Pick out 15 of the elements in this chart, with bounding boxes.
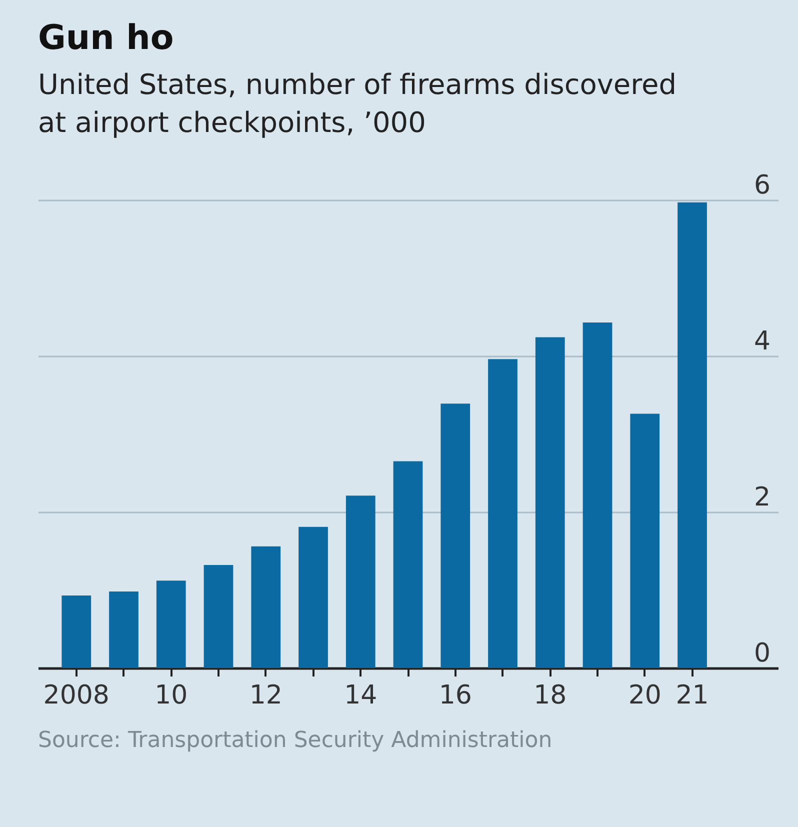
x-tick-label: 14 [344, 680, 378, 710]
x-tick-label: 20 [628, 680, 662, 710]
y-tick-label: 6 [754, 170, 770, 200]
chart-title: Gun ho [38, 18, 175, 58]
x-tick-label: 21 [676, 680, 709, 710]
source-note: Source: Transportation Security Administration [38, 728, 554, 753]
x-tick-label: 18 [534, 680, 567, 710]
x-tick-label: 10 [154, 680, 188, 710]
chart-subtitle: United States, number of firearms discovered at airport checkpoints, ’000 [38, 67, 678, 141]
x-tick-label: 12 [249, 680, 282, 710]
x-tick-label: 16 [438, 680, 472, 710]
y-tick-label: 2 [754, 482, 770, 512]
y-tick-label: 0 [754, 638, 770, 668]
y-tick-label: 4 [754, 326, 770, 356]
x-tick-label: 2008 [43, 680, 110, 710]
